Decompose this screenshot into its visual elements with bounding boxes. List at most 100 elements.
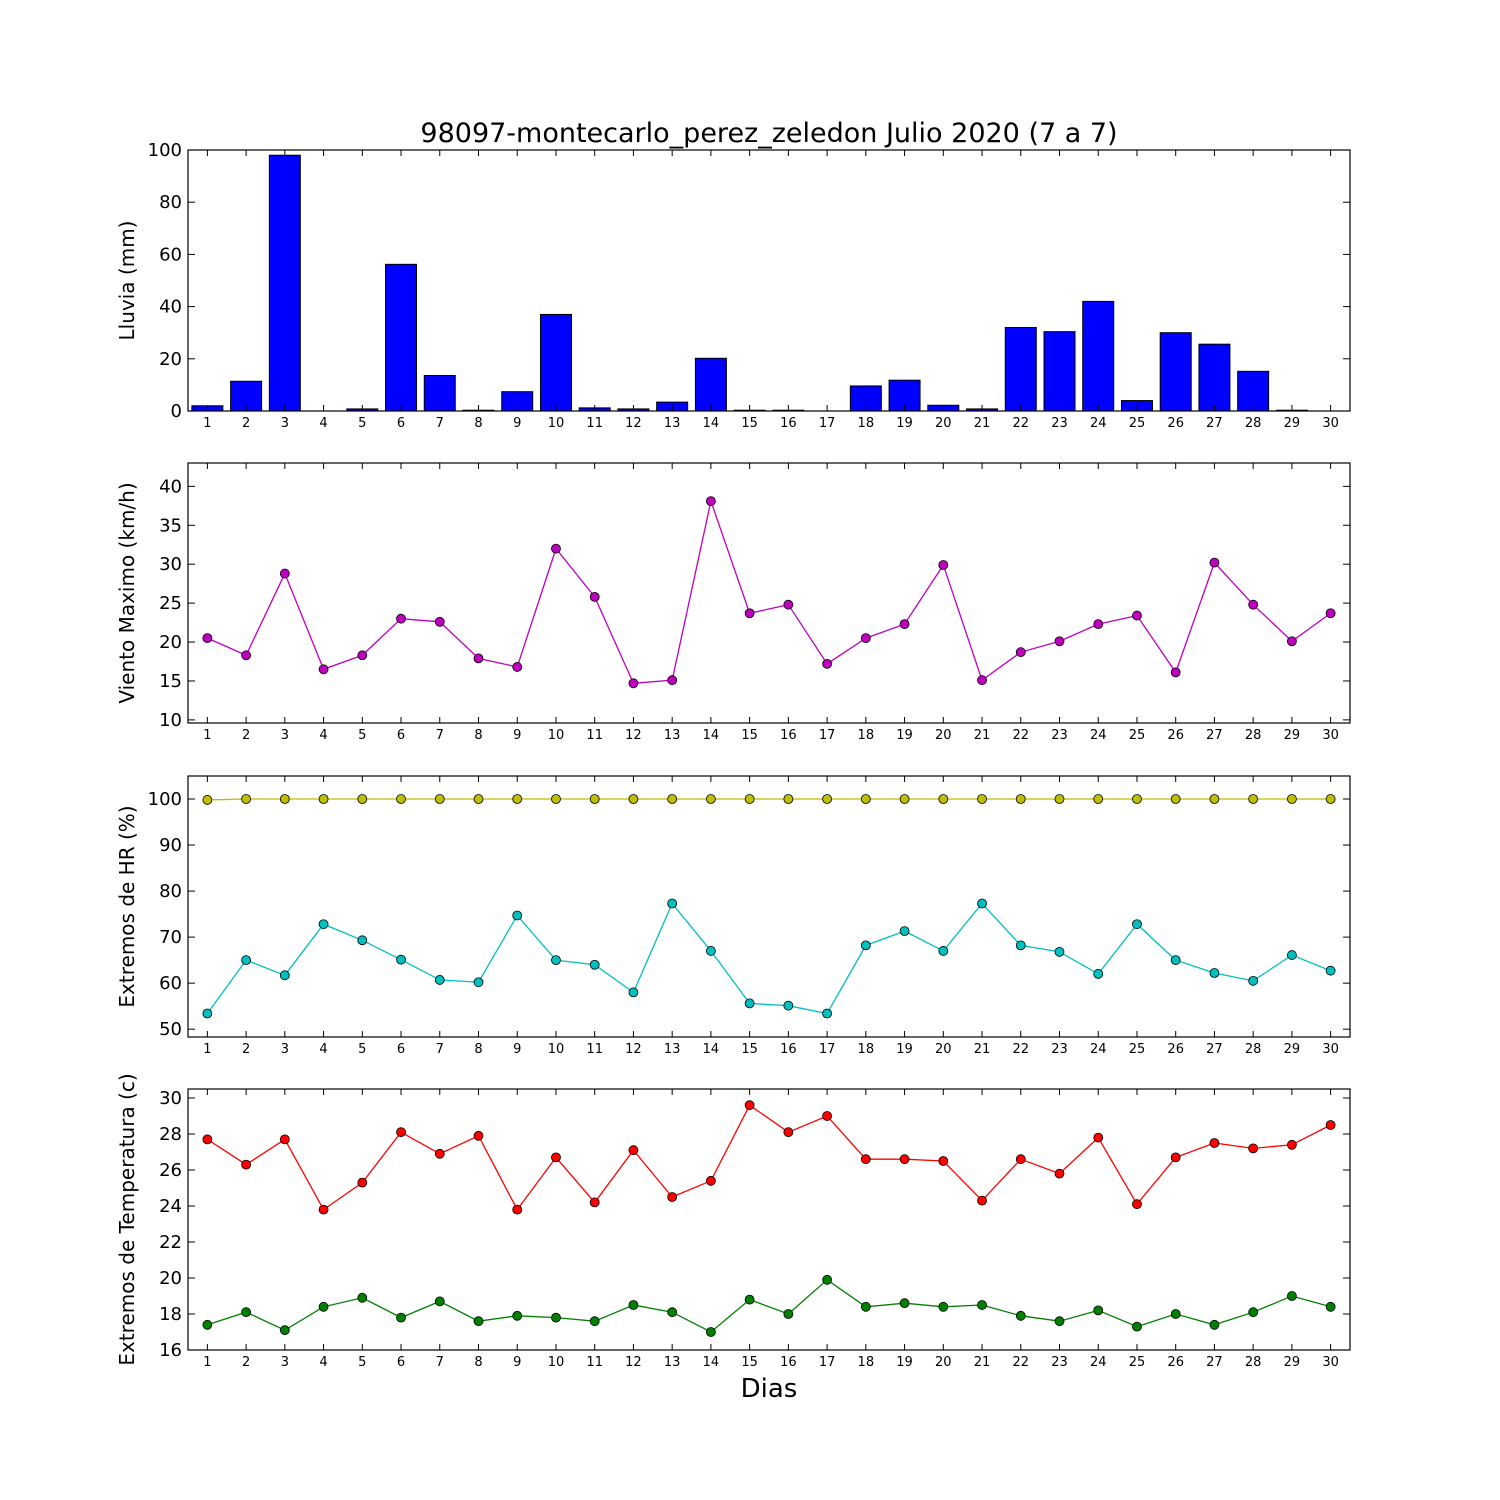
humidity-x-tick-label: 17 xyxy=(819,1042,836,1057)
humidity-y-tick-label: 100 xyxy=(148,789,182,810)
humidity-series-1-point xyxy=(667,898,678,909)
humidity-x-tick-label: 2 xyxy=(242,1042,250,1057)
temperature-series-0-line xyxy=(207,1104,1331,1211)
temperature-x-tick-label: 10 xyxy=(548,1355,565,1370)
humidity-series-0-point xyxy=(1248,794,1259,804)
rain-x-tick-label: 17 xyxy=(819,416,836,431)
temperature-series-0-point xyxy=(357,1177,368,1188)
humidity-series-0-point xyxy=(1054,794,1065,804)
rain-y-tick-label: 100 xyxy=(148,140,182,161)
rain-x-tick-label: 8 xyxy=(474,416,482,431)
temperature-series-1-line xyxy=(207,1278,1331,1333)
temperature-series-1-point xyxy=(512,1310,523,1321)
humidity-x-tick-label: 3 xyxy=(281,1042,289,1057)
wind-series-0-point xyxy=(706,496,716,507)
wind-x-tick-label: 3 xyxy=(281,728,289,743)
temperature-series-0-point xyxy=(938,1156,949,1166)
temperature-x-tick-label: 13 xyxy=(664,1355,681,1370)
humidity-x-tick-label: 6 xyxy=(397,1042,405,1057)
humidity-series-0-point xyxy=(860,794,871,804)
rain-x-tick-label: 15 xyxy=(741,416,758,431)
wind-x-tick-label: 17 xyxy=(819,728,836,743)
rain-x-tick-label: 2 xyxy=(242,416,250,431)
wind-series-0-point xyxy=(318,664,329,675)
temperature-series-0-point xyxy=(1209,1138,1220,1148)
temperature-x-tick-label: 9 xyxy=(513,1355,521,1370)
wind-y-tick-label: 35 xyxy=(159,515,182,536)
wind-series-0-point xyxy=(1054,636,1065,647)
humidity-series-1-point xyxy=(357,935,368,946)
humidity-series-0-point xyxy=(938,794,949,804)
temperature-x-tick-label: 5 xyxy=(358,1355,366,1370)
wind-x-tick-label: 15 xyxy=(741,728,758,743)
humidity-axes-frame xyxy=(187,775,1351,1038)
wind-x-tick-label: 8 xyxy=(474,728,482,743)
temperature-axes-frame xyxy=(187,1088,1351,1351)
humidity-x-tick-label: 26 xyxy=(1167,1042,1184,1057)
rain-y-axis-label: Lluvia (mm) xyxy=(115,221,139,341)
humidity-series-0-point xyxy=(783,794,794,804)
rain-bar xyxy=(539,313,572,412)
temperature-series-1-point xyxy=(1209,1319,1220,1330)
wind-x-tick-label: 11 xyxy=(586,728,603,743)
temperature-series-0-point xyxy=(589,1197,600,1208)
humidity-series-0-point xyxy=(1287,794,1297,804)
temperature-series-1-point xyxy=(977,1300,987,1310)
temperature-series-1-point xyxy=(202,1319,213,1330)
humidity-x-tick-label: 8 xyxy=(474,1042,482,1057)
wind-series-0-point xyxy=(1287,636,1297,647)
temperature-y-tick-label: 18 xyxy=(159,1304,182,1325)
rain-x-tick-label: 29 xyxy=(1284,416,1301,431)
temperature-x-tick-label: 7 xyxy=(436,1355,444,1370)
humidity-x-tick-label: 10 xyxy=(548,1042,565,1057)
wind-series-0-point xyxy=(977,675,987,686)
humidity-x-tick-label: 4 xyxy=(319,1042,327,1057)
temperature-y-axis-label: Extremos de Temperatura (c) xyxy=(115,1073,139,1365)
temperature-series-0-point xyxy=(512,1204,523,1215)
humidity-x-tick-label: 20 xyxy=(935,1042,952,1057)
temperature-series-0-point xyxy=(860,1154,871,1165)
temperature-series-1-point xyxy=(589,1316,600,1327)
humidity-series-0-point xyxy=(706,794,716,804)
wind-x-tick-label: 14 xyxy=(703,728,720,743)
temperature-series-1-point xyxy=(1054,1316,1065,1327)
temperature-x-tick-label: 12 xyxy=(625,1355,642,1370)
humidity-series-0-point xyxy=(1015,794,1026,804)
humidity-series-0-point xyxy=(628,794,639,804)
temperature-x-tick-label: 8 xyxy=(474,1355,482,1370)
temperature-x-tick-label: 2 xyxy=(242,1355,250,1370)
humidity-series-0-point xyxy=(241,794,252,804)
rain-x-tick-label: 19 xyxy=(896,416,913,431)
temperature-x-tick-label: 11 xyxy=(586,1355,603,1370)
temperature-y-tick-label: 26 xyxy=(159,1160,182,1181)
humidity-series-1-point xyxy=(1325,965,1336,976)
rain-x-tick-label: 12 xyxy=(625,416,642,431)
temperature-series-1-point xyxy=(744,1294,755,1305)
wind-x-tick-label: 2 xyxy=(242,728,250,743)
humidity-series-1-point xyxy=(1287,950,1297,960)
humidity-x-tick-label: 1 xyxy=(203,1042,211,1057)
humidity-series-1-point xyxy=(279,970,290,981)
rain-x-tick-label: 24 xyxy=(1090,416,1107,431)
humidity-series-0-point xyxy=(822,794,832,804)
humidity-x-tick-label: 28 xyxy=(1245,1042,1262,1057)
temperature-series-1-point xyxy=(1248,1307,1259,1318)
wind-x-tick-label: 7 xyxy=(436,728,444,743)
humidity-y-tick-label: 90 xyxy=(159,835,182,856)
humidity-series-1-point xyxy=(551,955,561,966)
humidity-series-1-point xyxy=(1209,968,1220,978)
temperature-series-1-point xyxy=(860,1301,871,1312)
humidity-series-0-point xyxy=(279,794,290,804)
wind-series-0-point xyxy=(1093,619,1104,630)
humidity-series-0-point xyxy=(202,795,213,805)
humidity-y-tick-label: 60 xyxy=(159,973,182,994)
humidity-series-1-point xyxy=(202,1008,213,1019)
wind-x-tick-label: 21 xyxy=(974,728,991,743)
wind-series-0-point xyxy=(744,608,755,619)
wind-x-tick-label: 13 xyxy=(664,728,681,743)
humidity-y-tick-label: 70 xyxy=(159,927,182,948)
temperature-x-tick-label: 6 xyxy=(397,1355,405,1370)
rain-x-tick-label: 10 xyxy=(548,416,565,431)
